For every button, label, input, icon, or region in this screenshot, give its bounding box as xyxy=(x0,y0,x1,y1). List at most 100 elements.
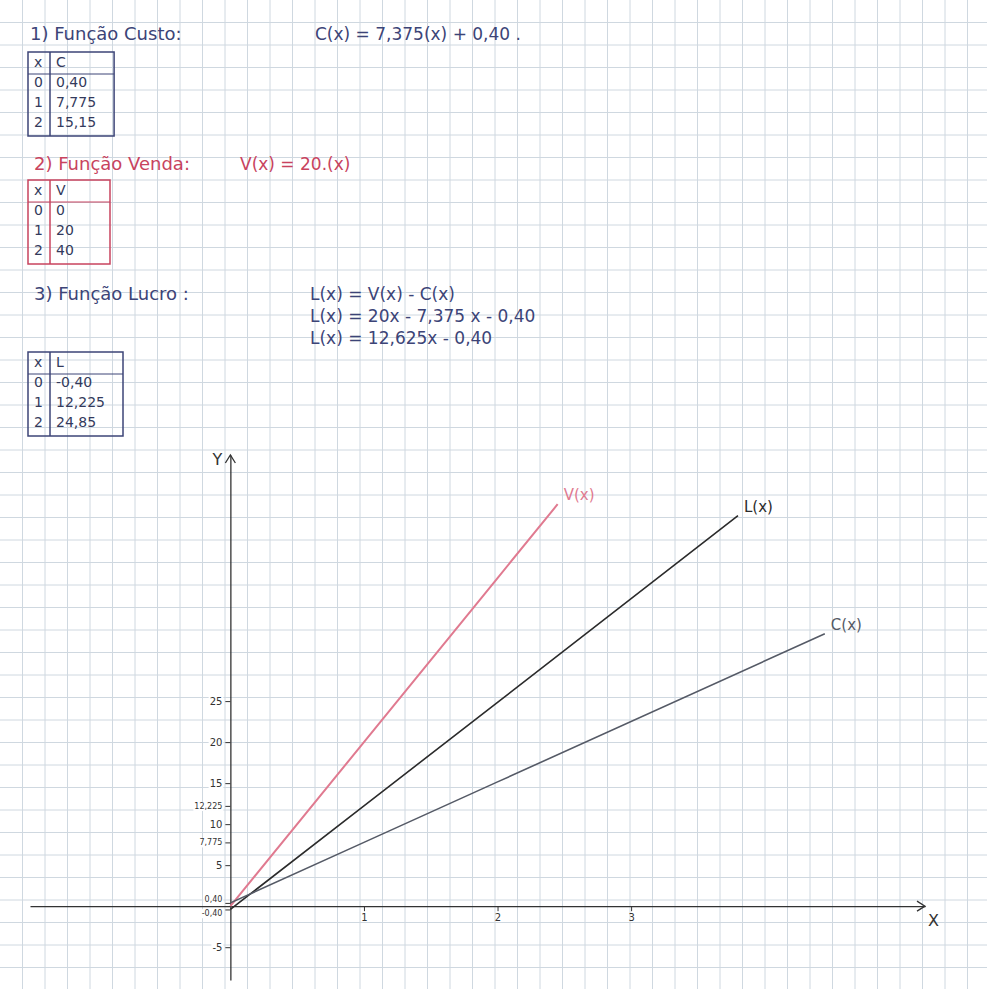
paper-grid-line xyxy=(0,877,987,878)
y-tick-label: -5 xyxy=(212,942,222,953)
label-patch xyxy=(198,838,223,847)
section: 3) Função Lucro :L(x) = V(x) - C(x)L(x) … xyxy=(28,283,535,436)
y-tick: 15 xyxy=(209,778,231,789)
y-tick-mark xyxy=(225,842,230,843)
label-patch xyxy=(211,942,223,953)
formula: L(x) = V(x) - C(x) xyxy=(310,284,455,304)
paper-grid-line xyxy=(0,945,987,946)
label-patch xyxy=(215,860,223,871)
y-axis-arrow xyxy=(225,455,235,463)
x-tick-label: 2 xyxy=(495,912,501,923)
y-tick-mark xyxy=(225,783,230,784)
paper-grid-line xyxy=(0,427,987,428)
x-axis-line xyxy=(31,906,926,907)
table-cell: 20 xyxy=(56,222,74,238)
paper-grid-line xyxy=(0,967,987,968)
x-tick: 1 xyxy=(361,906,367,923)
value-table: xV00120240 xyxy=(28,180,110,264)
table-cell: 0 xyxy=(34,374,43,390)
section: 2) Função Venda:V(x) = 20.(x)xV00120240 xyxy=(28,153,350,264)
label-patch xyxy=(209,819,224,830)
paper-grid-line xyxy=(0,135,987,136)
paper-grid-line xyxy=(0,45,987,46)
table-cell: 7,775 xyxy=(56,94,96,110)
formula: V(x) = 20.(x) xyxy=(240,154,350,174)
table-cell: x xyxy=(34,182,42,198)
table-cell: 2 xyxy=(34,114,43,130)
y-tick: -5 xyxy=(211,942,230,953)
paper-grid-line xyxy=(0,450,987,451)
paper-grid-line xyxy=(0,517,987,518)
y-tick: 5 xyxy=(215,860,230,871)
y-tick-label: 10 xyxy=(210,819,223,830)
section: 1) Função Custo:C(x) = 7,375(x) + 0,40 .… xyxy=(28,23,521,136)
notebook-page: 1) Função Custo:C(x) = 7,375(x) + 0,40 .… xyxy=(0,0,987,989)
x-tick-mark xyxy=(498,906,499,911)
formula: L(x) = 20x - 7,375 x - 0,40 xyxy=(310,306,535,326)
paper-grid-line xyxy=(0,652,987,653)
y-tick: 7,775 xyxy=(198,838,230,847)
y-tick-label: 15 xyxy=(210,778,223,789)
label-patch xyxy=(209,737,224,748)
x-tick-label: 1 xyxy=(361,912,367,923)
table-cell: 0 xyxy=(34,74,43,90)
paper-grid-line xyxy=(0,675,987,676)
line-label: V(x) xyxy=(564,486,595,504)
paper-grid-line xyxy=(0,382,987,383)
x-tick: 2 xyxy=(495,906,501,923)
label-patch xyxy=(209,778,224,789)
y-tick: 20 xyxy=(209,737,231,748)
paper-grid-line xyxy=(0,810,987,811)
table-cell: 24,85 xyxy=(56,414,96,430)
y-tick: -0,40 xyxy=(201,909,231,918)
y-tick-mark xyxy=(225,742,230,743)
label-patch xyxy=(201,909,224,918)
paper-grid-line xyxy=(0,247,987,248)
section-heading: 2) Função Venda: xyxy=(34,153,190,174)
table-cell: x xyxy=(34,54,42,70)
x-axis: 1 2 3 xyxy=(31,906,926,923)
table-cell: V xyxy=(56,182,66,198)
y-tick-mark xyxy=(225,824,230,825)
table-cell: 1 xyxy=(34,394,43,410)
paper-grid-line xyxy=(0,495,987,496)
y-axis: -5 -0,40 0,40 5 7,775 10 12,225 15 20 25 xyxy=(193,456,231,981)
section-heading: 3) Função Lucro : xyxy=(34,283,189,304)
paper-grid-line xyxy=(0,225,987,226)
label-patch xyxy=(209,696,224,707)
table-border xyxy=(28,352,123,436)
y-tick-mark xyxy=(225,947,230,948)
y-tick-label: 25 xyxy=(210,696,223,707)
table-cell: L xyxy=(56,354,64,370)
table-cell: x xyxy=(34,354,42,370)
paper-grid-line xyxy=(0,765,987,766)
table-cell: 2 xyxy=(34,414,43,430)
series-line xyxy=(230,516,738,910)
paper-grid-line xyxy=(0,472,987,473)
paper-grid-line xyxy=(0,562,987,563)
label-patch xyxy=(193,802,223,811)
formula: L(x) = 12,625x - 0,40 xyxy=(310,328,492,348)
value-table: xC00,4017,775215,15 xyxy=(28,52,114,136)
table-cell: 1 xyxy=(34,222,43,238)
x-tick-mark xyxy=(631,906,632,911)
y-tick: 12,225 xyxy=(193,802,230,811)
x-axis-arrow xyxy=(917,901,925,911)
line-label: C(x) xyxy=(831,616,862,634)
table-cell: C xyxy=(56,54,66,70)
x-tick-label: 3 xyxy=(628,912,634,923)
formula: C(x) = 7,375(x) + 0,40 . xyxy=(315,24,521,44)
paper-grid-line xyxy=(0,922,987,923)
paper-grid-line xyxy=(0,540,987,541)
table-cell: 15,15 xyxy=(56,114,96,130)
paper-grid-line xyxy=(0,405,987,406)
table-cell: 0,40 xyxy=(56,74,87,90)
y-tick-label: 12,225 xyxy=(194,802,222,811)
paper-grid-line xyxy=(0,607,987,608)
paper-grid-line xyxy=(0,337,987,338)
y-tick: 0,40 xyxy=(204,895,231,904)
value-table: xL0-0,40112,225224,85 xyxy=(28,352,123,436)
paper-grid xyxy=(0,0,987,989)
y-tick: 25 xyxy=(209,696,231,707)
paper-grid-line xyxy=(0,360,987,361)
